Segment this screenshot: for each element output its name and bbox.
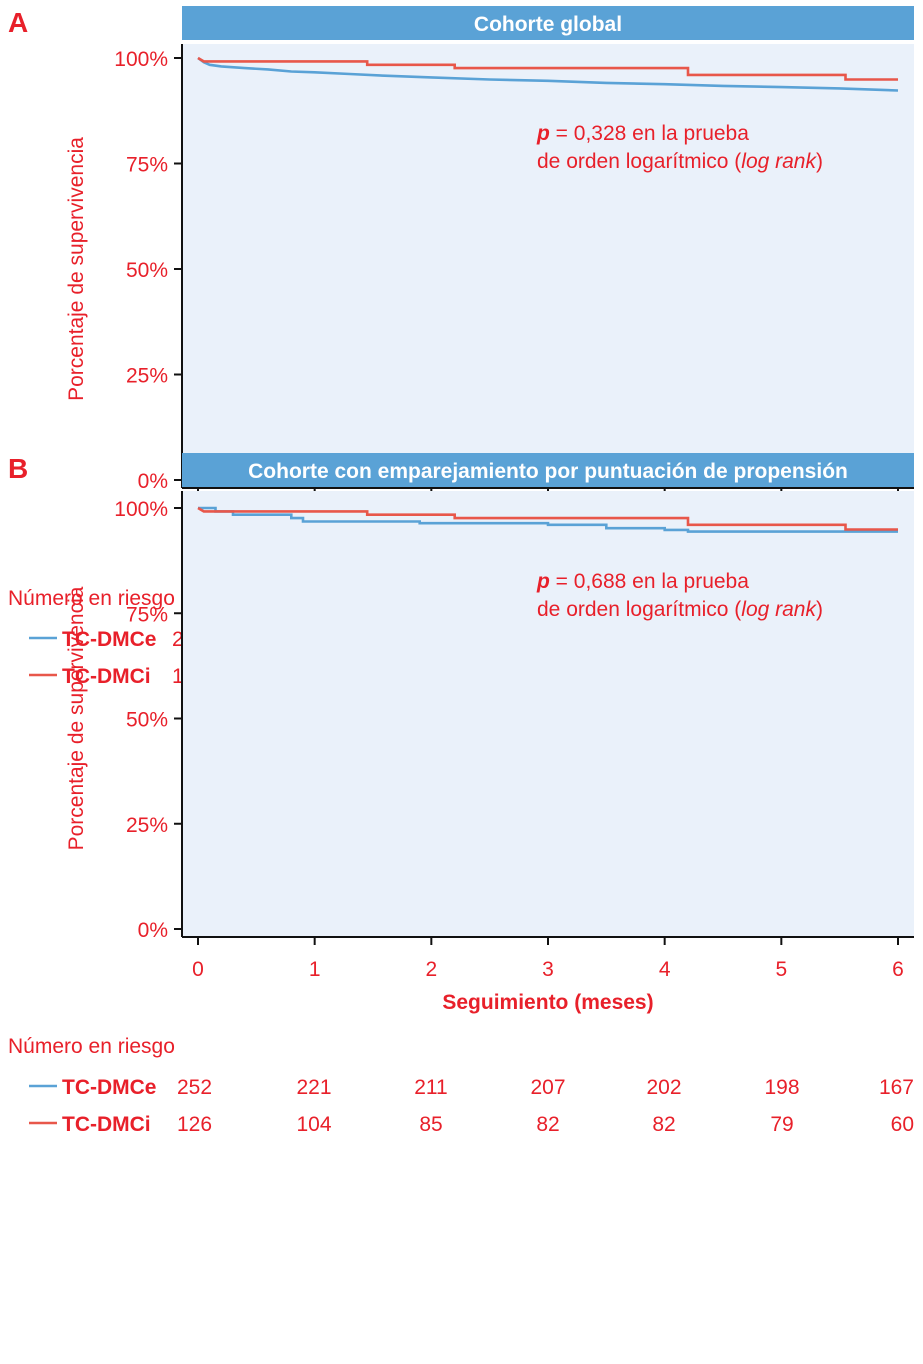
panel-b-y-tick-label: 100% [114,498,168,521]
log-rank-text: log rank [741,150,817,173]
panel-b-x-tick-label: 2 [425,958,437,981]
panel-b-series-tc-dmci [197,506,898,531]
panel-b-x-tick-label: 3 [542,958,554,981]
p-value-text: = 0,688 en la prueba [550,570,749,593]
panel-b-risk-value: 79 [770,1113,793,1136]
panel-b-risk-value: 60 [891,1113,914,1136]
p-symbol: p [536,570,550,593]
panel-b-p-value-annotation: p = 0,688 en la prueba [536,570,749,593]
panel-b-title: Cohorte con emparejamiento por puntuació… [248,460,848,483]
panel-b-risk-value: 126 [177,1113,212,1136]
panel-b-risk-value: 82 [536,1113,559,1136]
panel-b-x-tick-label: 1 [309,958,321,981]
panel-b-risk-value: 211 [414,1076,447,1099]
panel-a-p-value-annotation: p = 0,328 en la prueba [536,122,749,145]
panel-b-risk-value: 85 [419,1113,442,1136]
panel-a-y-tick-label: 25% [126,365,168,388]
panel-a-series-tc-dmce [197,56,899,92]
panel-b-risk-value: 82 [652,1113,675,1136]
panel-b-y-axis-title: Porcentaje de supervivencia [65,586,88,850]
panel-b-risk-value: 104 [296,1113,331,1136]
test-text: de orden logarítmico ( [537,150,741,173]
panel-b-y-tick-label: 50% [126,709,168,732]
test-text-end: ) [816,598,823,621]
panel-b-risk-value: 221 [296,1076,331,1099]
panel-b-y-tick-label: 25% [126,814,168,837]
panel-b-risk-value: 198 [764,1076,799,1099]
panel-b-x-tick-label: 5 [775,958,787,981]
panel-b-x-tick-label: 4 [659,958,671,981]
panel-b-title-bar [182,453,914,487]
panel-a-series-tc-dmci [197,56,898,81]
panel-b-risk-label: TC-DMCi [62,1113,151,1136]
panel-b-y-tick-label: 0% [138,919,168,942]
panel-a-risk-heading: Número en riesgo [8,587,175,610]
panel-a-risk-label: TC-DMCe [62,628,157,651]
panel-a-y-tick-label: 50% [126,259,168,282]
panel-a-y-tick-label: 75% [126,154,168,177]
panel-b-letter: B [8,453,28,484]
panel-b-y-tick-label: 75% [126,603,168,626]
panel-a-test-annotation: de orden logarítmico (log rank) [537,150,823,173]
panel-b-test-annotation: de orden logarítmico (log rank) [537,598,823,621]
panel-a-title-bar [182,6,914,40]
test-text: de orden logarítmico ( [537,598,741,621]
p-symbol: p [536,122,550,145]
panel-b-x-tick-label: 0 [192,958,204,981]
panel-b-risk-label: TC-DMCe [62,1076,157,1099]
panel-a-title: Cohorte global [474,13,622,36]
panel-a-plot-area [182,44,914,488]
panel-b-risk-heading: Número en riesgo [8,1035,175,1058]
panel-a-risk-label: TC-DMCi [62,665,151,688]
panel-b-plot-area [182,491,914,937]
panel-b-risk-value: 167 [879,1076,914,1099]
panel-b-risk-value: 252 [177,1076,212,1099]
panel-b-x-axis-title: Seguimiento (meses) [442,991,653,1014]
log-rank-text: log rank [741,598,817,621]
panel-b: B Cohorte con emparejamiento por puntuaci… [8,453,914,1136]
p-value-text: = 0,328 en la prueba [550,122,749,145]
panel-a-letter: A [8,7,28,38]
panel-a-y-axis-title: Porcentaje de supervivencia [65,137,88,401]
panel-b-risk-value: 202 [646,1076,681,1099]
panel-b-risk-value: 207 [530,1076,565,1099]
panel-a-y-tick-label: 100% [114,48,168,71]
panel-a-y-tick-label: 0% [138,470,168,493]
test-text-end: ) [816,150,823,173]
panel-b-x-tick-label: 6 [892,958,904,981]
